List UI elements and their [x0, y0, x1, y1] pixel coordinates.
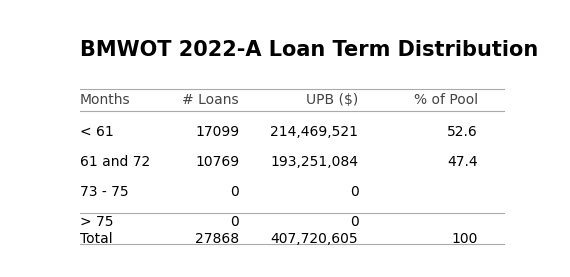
Text: 73 - 75: 73 - 75 [80, 185, 129, 199]
Text: 61 and 72: 61 and 72 [80, 155, 150, 169]
Text: < 61: < 61 [80, 125, 114, 139]
Text: 100: 100 [451, 232, 478, 246]
Text: % of Pool: % of Pool [414, 93, 478, 107]
Text: 0: 0 [230, 185, 239, 199]
Text: 10769: 10769 [195, 155, 239, 169]
Text: > 75: > 75 [80, 214, 113, 229]
Text: 193,251,084: 193,251,084 [270, 155, 359, 169]
Text: BMWOT 2022-A Loan Term Distribution: BMWOT 2022-A Loan Term Distribution [80, 40, 538, 60]
Text: 0: 0 [230, 214, 239, 229]
Text: 0: 0 [349, 185, 359, 199]
Text: 407,720,605: 407,720,605 [271, 232, 359, 246]
Text: 27868: 27868 [195, 232, 239, 246]
Text: 17099: 17099 [195, 125, 239, 139]
Text: 47.4: 47.4 [447, 155, 478, 169]
Text: 0: 0 [349, 214, 359, 229]
Text: # Loans: # Loans [182, 93, 239, 107]
Text: Total: Total [80, 232, 113, 246]
Text: Months: Months [80, 93, 131, 107]
Text: UPB ($): UPB ($) [306, 93, 359, 107]
Text: 52.6: 52.6 [447, 125, 478, 139]
Text: 214,469,521: 214,469,521 [270, 125, 359, 139]
